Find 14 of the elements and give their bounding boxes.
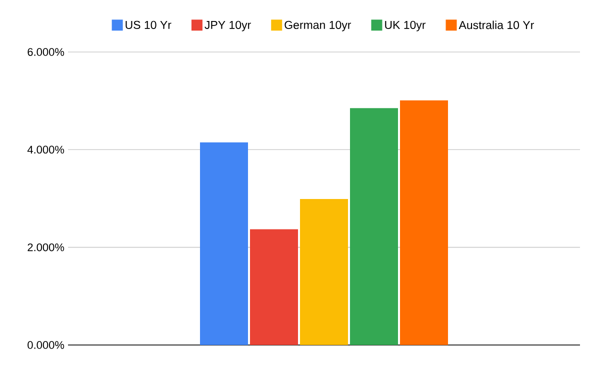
y-tick-label: 0.000% bbox=[28, 341, 64, 349]
legend-label: UK 10yr bbox=[385, 20, 426, 32]
legend-label: German 10yr bbox=[284, 20, 352, 32]
legend-label: US 10 Yr bbox=[126, 20, 172, 29]
legend-label: JPY 10yr bbox=[204, 20, 251, 32]
bar bbox=[300, 198, 348, 345]
y-tick-label: 2.000% bbox=[28, 243, 64, 252]
y-tick-label: 6.000% bbox=[28, 48, 64, 56]
legend-label: Australia 10 Yr bbox=[458, 20, 534, 30]
bar bbox=[350, 108, 398, 345]
y-tick-label: 4.000% bbox=[27, 146, 64, 154]
bar bbox=[200, 142, 248, 345]
bar bbox=[400, 100, 448, 345]
bar bbox=[250, 229, 298, 345]
